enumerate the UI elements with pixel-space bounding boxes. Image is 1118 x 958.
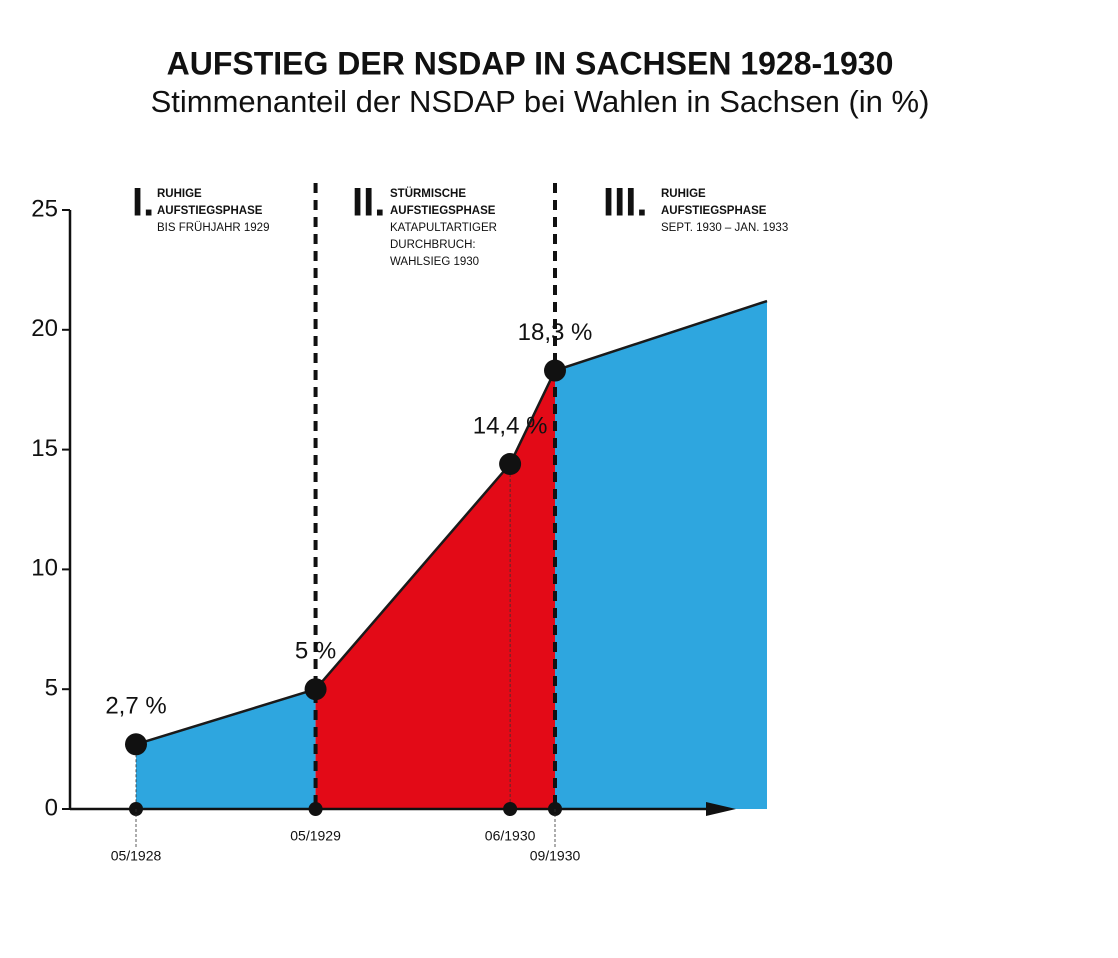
phase-text: KATAPULTARTIGER (390, 222, 497, 234)
x-tick-label: 06/1930 (485, 828, 536, 844)
phase-title: AUFSTIEGSPHASE (157, 205, 263, 217)
area (315, 370, 555, 809)
phase-title: AUFSTIEGSPHASE (390, 205, 496, 217)
phase-text: DURCHBRUCH: (390, 239, 476, 251)
phase-title: AUFSTIEGSPHASE (661, 205, 767, 217)
x-marker (503, 802, 518, 816)
phase-text: BIS FRÜHJAHR 1929 (157, 222, 269, 234)
phase-numeral: II. (352, 181, 385, 225)
value-label: 18,3 % (518, 319, 593, 346)
y-tick-label: 5 (45, 675, 58, 702)
value-label: 5 % (295, 638, 336, 665)
x-tick-label: 05/1929 (290, 828, 341, 844)
phase-title: STÜRMISCHE (390, 187, 466, 200)
phase-title: RUHIGE (661, 188, 706, 200)
y-tick-label: 10 (31, 555, 58, 582)
point (499, 452, 522, 475)
x-marker (308, 802, 323, 816)
point (544, 359, 566, 382)
area (136, 689, 316, 809)
phase-numeral: I. (132, 181, 154, 225)
y-tick-label: 25 (31, 195, 58, 222)
x-tick-label: 05/1928 (111, 848, 162, 864)
y-tick-label: 20 (31, 315, 58, 342)
value-label: 2,7 % (105, 693, 166, 720)
chart-subtitle: Stimmenanteil der NSDAP bei Wahlen in Sa… (151, 84, 930, 119)
x-tick-label: 09/1930 (530, 848, 581, 864)
phase-text: SEPT. 1930 – JAN. 1933 (661, 222, 788, 234)
x-axis-arrow (706, 802, 736, 816)
area (555, 301, 767, 809)
phase-title: RUHIGE (157, 188, 202, 200)
phase-text: WAHLSIEG 1930 (390, 256, 479, 268)
y-tick-label: 0 (45, 794, 58, 821)
point (125, 733, 147, 756)
chart-title: AUFSTIEG DER NSDAP IN SACHSEN 1928-1930 (167, 45, 894, 81)
point (304, 678, 327, 701)
phase-numeral: III. (603, 181, 647, 225)
value-label: 14,4 % (473, 412, 548, 439)
y-tick-label: 15 (31, 435, 58, 462)
